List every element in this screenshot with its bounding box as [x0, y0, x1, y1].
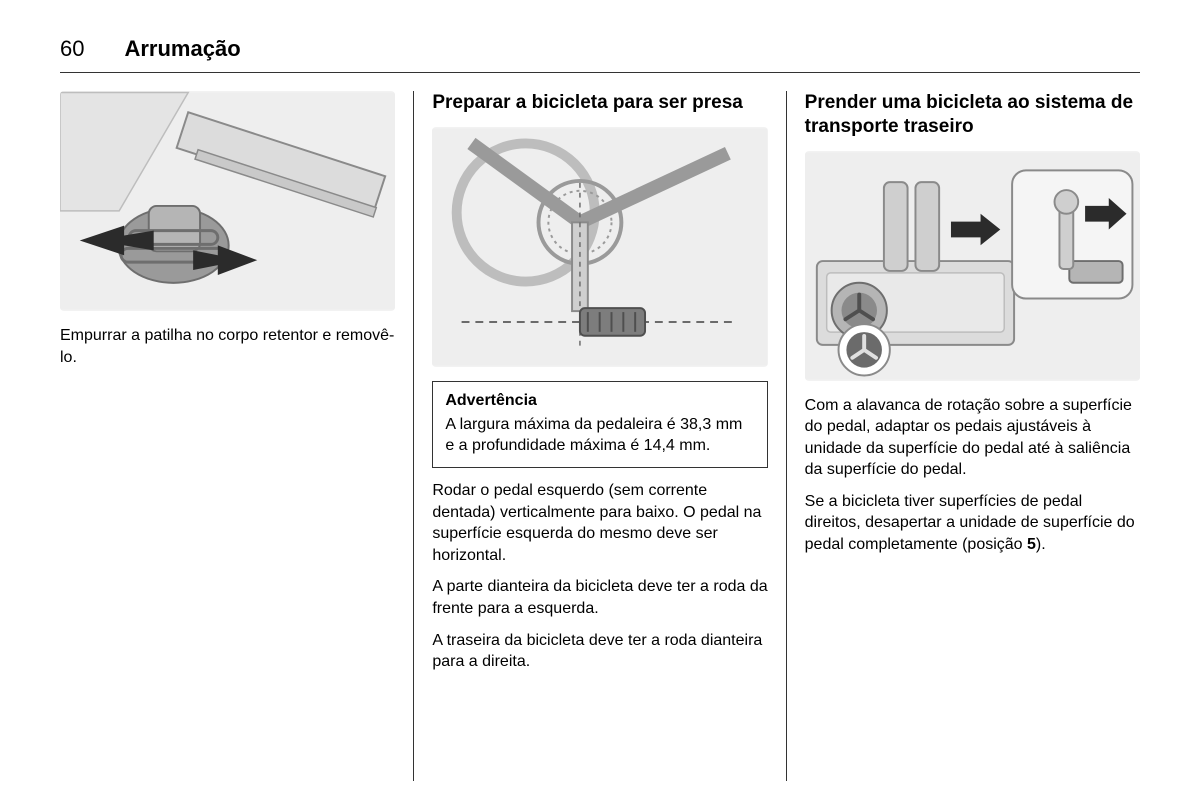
- column-1: Empurrar a patilha no corpo retentor e r…: [60, 91, 413, 781]
- warning-box: Advertência A largura máxima da pedaleir…: [432, 381, 767, 468]
- heading-prepare-bike: Preparar a bicicleta para ser presa: [432, 91, 767, 115]
- figure-bike-pedal: [432, 127, 767, 367]
- bike-pedal-illustration-icon: [432, 127, 767, 367]
- col3-para-2-tail: ).: [1036, 536, 1046, 553]
- content-columns: Empurrar a patilha no corpo retentor e r…: [60, 91, 1140, 781]
- figure-retainer: [60, 91, 395, 311]
- attach-carrier-illustration-icon: [805, 151, 1140, 381]
- page-header: 60 Arrumação: [60, 36, 1140, 73]
- column-2: Preparar a bicicleta para ser presa: [414, 91, 785, 781]
- heading-attach-bike: Prender uma bicicleta ao sistema de tran…: [805, 91, 1140, 139]
- position-number: 5: [1027, 536, 1036, 553]
- section-title: Arrumação: [124, 36, 240, 62]
- col2-para-1: Rodar o pedal esquerdo (sem corrente den…: [432, 480, 767, 566]
- col2-para-2: A parte dianteira da bicicleta deve ter …: [432, 576, 767, 619]
- col3-para-2: Se a bicicleta tiver superfícies de peda…: [805, 491, 1140, 556]
- col2-para-3: A traseira da bicicleta deve ter a roda …: [432, 630, 767, 673]
- col3-para-1: Com a alavanca de rotação sobre a superf…: [805, 395, 1140, 481]
- figure-caption-1: Empurrar a patilha no corpo retentor e r…: [60, 325, 395, 368]
- page-number: 60: [60, 36, 84, 62]
- warning-title: Advertência: [445, 392, 754, 410]
- col3-para-2-text: Se a bicicleta tiver superfícies de peda…: [805, 493, 1135, 553]
- retainer-illustration-icon: [60, 91, 395, 311]
- figure-attach-carrier: [805, 151, 1140, 381]
- warning-body: A largura máxima da pedaleira é 38,3 mm …: [445, 414, 754, 457]
- column-3: Prender uma bicicleta ao sistema de tran…: [787, 91, 1140, 781]
